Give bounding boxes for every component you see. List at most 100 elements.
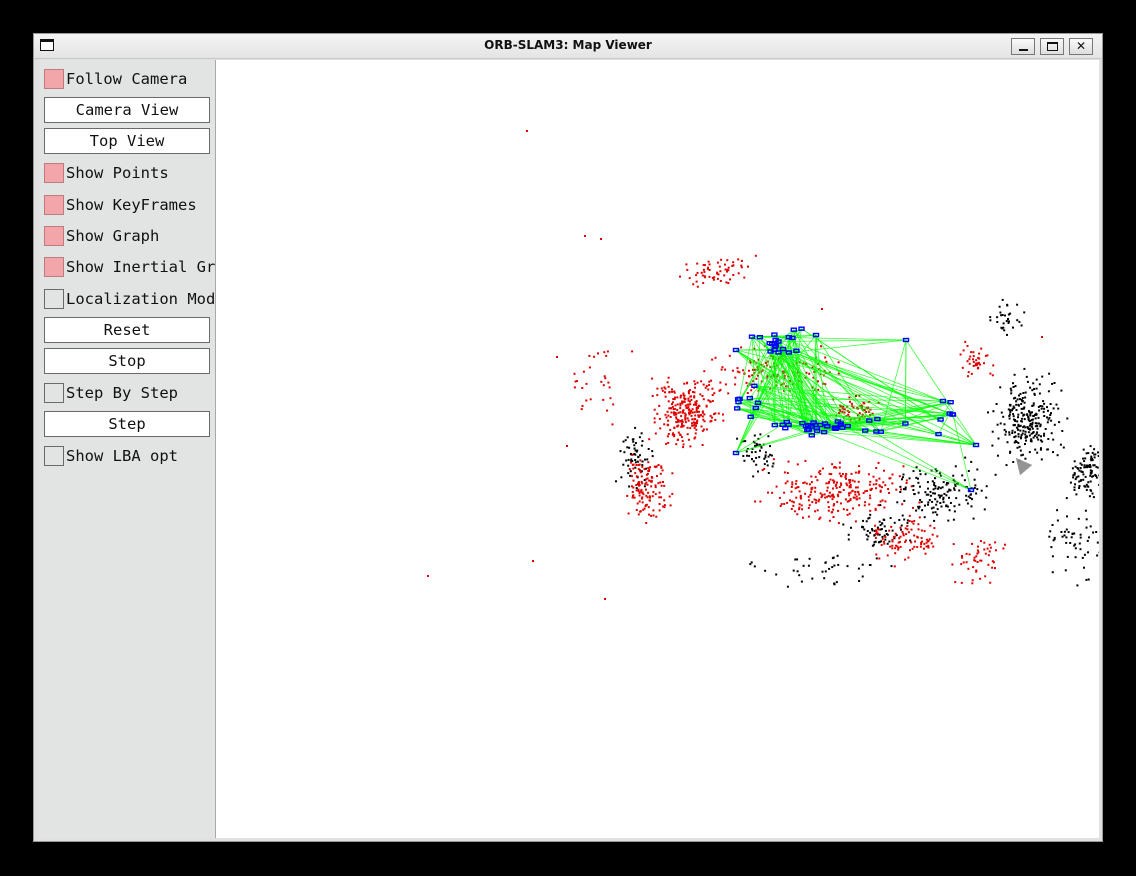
reference-point <box>900 488 902 491</box>
reference-point <box>849 483 852 486</box>
show-graph-toggle[interactable]: Show Graph <box>39 224 289 248</box>
show-lba-opt-toggle[interactable]: Show LBA opt <box>39 444 289 468</box>
map-point <box>958 489 961 492</box>
reference-point <box>797 486 800 489</box>
reference-point <box>799 496 802 499</box>
reference-point <box>917 523 920 526</box>
reference-point <box>684 413 687 416</box>
show-points-toggle[interactable]: Show Points <box>39 161 289 185</box>
map-point <box>1013 441 1016 444</box>
map-point <box>1017 423 1020 426</box>
map-point <box>989 316 992 319</box>
map-point <box>759 449 761 452</box>
reference-point <box>673 398 676 401</box>
reference-point <box>868 483 871 486</box>
reference-point <box>973 556 976 559</box>
camera-view-button[interactable]: Camera View <box>44 97 210 123</box>
map-point <box>637 455 640 458</box>
map-point <box>943 492 946 495</box>
map-point <box>754 451 757 453</box>
close-button[interactable]: ✕ <box>1069 38 1093 55</box>
reference-point <box>671 403 673 406</box>
map-point <box>948 496 950 499</box>
window-menu-icon[interactable] <box>40 39 54 51</box>
reference-point <box>967 375 969 378</box>
show-inertial-graph-checkbox[interactable] <box>44 257 64 277</box>
reference-point <box>850 472 853 475</box>
follow-camera-toggle[interactable]: Follow Camera <box>39 67 289 91</box>
map-point <box>1043 407 1046 410</box>
map-point <box>861 526 864 529</box>
follow-camera-checkbox[interactable] <box>44 69 64 89</box>
map-point <box>934 498 937 501</box>
map-point <box>1024 426 1027 429</box>
show-points-checkbox[interactable] <box>44 163 64 183</box>
reference-point <box>689 412 692 415</box>
reference-point <box>668 495 671 498</box>
reference-point <box>691 418 694 421</box>
map-point <box>1019 424 1022 427</box>
reference-point <box>925 538 928 541</box>
show-inertial-graph-toggle[interactable]: Show Inertial Graph <box>39 255 289 279</box>
reference-point <box>582 370 585 373</box>
reference-point <box>789 499 791 502</box>
reference-point <box>639 490 642 493</box>
reference-point <box>837 372 840 375</box>
map-point <box>933 481 936 484</box>
step-button[interactable]: Step <box>44 411 210 437</box>
map-point <box>772 462 775 465</box>
step-by-step-toggle[interactable]: Step By Step <box>39 381 289 405</box>
map-viewer-canvas[interactable] <box>216 60 1099 838</box>
map-point <box>833 564 836 567</box>
point-cloud-map[interactable] <box>216 60 1099 838</box>
reference-point <box>708 400 711 403</box>
top-view-button[interactable]: Top View <box>44 128 210 154</box>
map-point <box>928 499 931 502</box>
map-point <box>945 505 948 508</box>
map-point <box>627 464 630 467</box>
reference-point <box>878 557 881 560</box>
map-point <box>1009 409 1011 412</box>
reference-point <box>876 532 879 535</box>
reference-point <box>688 277 691 280</box>
localization-mode-toggle[interactable]: Localization Mode <box>39 287 289 311</box>
show-keyframes-checkbox[interactable] <box>44 195 64 215</box>
show-lba-opt-checkbox[interactable] <box>44 446 64 466</box>
show-keyframes-toggle[interactable]: Show KeyFrames <box>39 193 289 217</box>
map-point <box>1001 298 1004 301</box>
reset-button[interactable]: Reset <box>44 317 210 343</box>
map-point <box>807 564 810 567</box>
map-point <box>1074 547 1077 550</box>
reference-point <box>804 492 807 495</box>
reference-point <box>967 567 970 570</box>
title-bar[interactable]: ORB-SLAM3: Map Viewer ✕ <box>34 34 1102 59</box>
map-point <box>1011 407 1014 410</box>
stop-button[interactable]: Stop <box>44 348 210 374</box>
reference-point <box>710 419 713 422</box>
reference-point <box>731 265 734 267</box>
map-point <box>881 535 884 538</box>
reference-point <box>852 496 855 499</box>
reference-point <box>863 409 866 411</box>
map-points-layer <box>615 298 1099 588</box>
maximize-button[interactable] <box>1040 38 1064 55</box>
map-point <box>1091 492 1094 495</box>
map-point <box>1082 448 1085 451</box>
map-point <box>1024 396 1027 399</box>
map-point <box>1056 519 1059 522</box>
map-point <box>1024 391 1027 394</box>
map-point <box>1019 398 1021 401</box>
reference-point <box>646 496 649 499</box>
localization-mode-checkbox[interactable] <box>44 289 64 309</box>
reference-point <box>767 491 769 494</box>
minimize-button[interactable] <box>1011 38 1035 55</box>
map-point <box>1002 322 1005 325</box>
step-by-step-checkbox[interactable] <box>44 383 64 403</box>
reference-point <box>708 269 711 271</box>
map-point <box>953 505 956 508</box>
reference-point <box>895 544 897 547</box>
map-point <box>1092 475 1095 478</box>
keyframe-marker <box>946 411 953 416</box>
show-graph-checkbox[interactable] <box>44 226 64 246</box>
map-point <box>1014 419 1016 421</box>
